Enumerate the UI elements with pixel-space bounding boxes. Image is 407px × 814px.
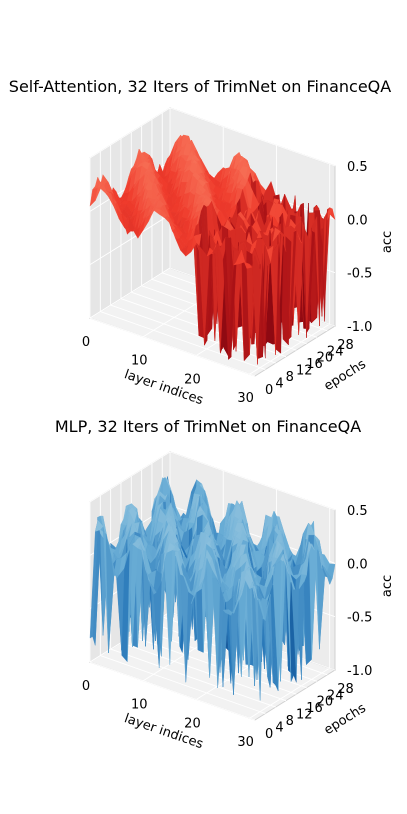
- gridline: [89, 214, 171, 266]
- surface: [89, 476, 336, 701]
- gridline: [100, 655, 266, 714]
- x-tick-label: 20: [184, 716, 201, 731]
- z-tick-label: -1.0: [347, 320, 372, 335]
- y-tick-label: 0: [265, 727, 273, 742]
- gridline: [169, 451, 336, 511]
- gridline: [100, 311, 266, 370]
- plot-title: MLP, 32 Iters of TrimNet on FinanceQA: [55, 417, 361, 436]
- y-tick-label: 4: [275, 377, 283, 392]
- plot-title: Self-Attention, 32 Iters of TrimNet on F…: [9, 77, 391, 96]
- gridline: [196, 649, 277, 700]
- z-axis-label: acc: [380, 575, 395, 597]
- gridline: [89, 661, 256, 721]
- gridline: [169, 107, 336, 167]
- y-tick-label: 20: [317, 695, 334, 710]
- gridline: [249, 323, 330, 375]
- surface: [89, 134, 336, 365]
- attention-surface-plot: Self-Attention, 32 Iters of TrimNet on F…: [9, 77, 395, 408]
- y-tick-label: 20: [317, 351, 334, 366]
- gridline: [249, 667, 330, 719]
- x-tick-label: 10: [131, 698, 148, 713]
- y-tick-label: 16: [306, 701, 323, 716]
- gridline: [89, 317, 256, 377]
- x-tick-label: 0: [82, 335, 90, 350]
- surface-patch: [249, 264, 258, 365]
- z-tick-label: -0.5: [347, 611, 372, 626]
- y-tick-label: 8: [286, 714, 294, 729]
- x-tick-label: 0: [82, 679, 90, 694]
- y-tick-label: 16: [306, 357, 323, 372]
- x-tick-label: 20: [184, 372, 201, 387]
- y-tick-label: 4: [275, 721, 283, 736]
- z-tick-label: 0.5: [347, 160, 368, 175]
- y-tick-label: 28: [337, 682, 354, 697]
- gridline: [110, 648, 276, 708]
- y-tick-label: 8: [286, 370, 294, 385]
- x-tick-label: 30: [237, 735, 254, 750]
- z-tick-label: -1.0: [347, 664, 372, 679]
- gridline: [120, 642, 287, 702]
- y-tick-label: 12: [296, 364, 313, 379]
- y-tick-label: 24: [327, 688, 344, 703]
- y-tick-label: 12: [296, 708, 313, 723]
- x-tick-label: 30: [237, 391, 254, 406]
- z-tick-label: 0.5: [347, 504, 368, 519]
- z-tick-label: 0.0: [347, 213, 368, 228]
- mlp-surface-plot: MLP, 32 Iters of TrimNet on FinanceQA 0 1…: [55, 417, 395, 752]
- z-tick-label: -0.5: [347, 267, 372, 282]
- surface-patch: [249, 581, 258, 601]
- gridline: [89, 451, 171, 503]
- y-tick-label: 28: [337, 338, 354, 353]
- x-tick-label: 10: [131, 354, 148, 369]
- z-axis-label: acc: [380, 231, 395, 253]
- gridline: [89, 267, 171, 319]
- z-tick-label: 0.0: [347, 557, 368, 572]
- gridline: [89, 107, 171, 159]
- y-tick-label: 24: [327, 344, 344, 359]
- y-tick-label: 0: [265, 383, 273, 398]
